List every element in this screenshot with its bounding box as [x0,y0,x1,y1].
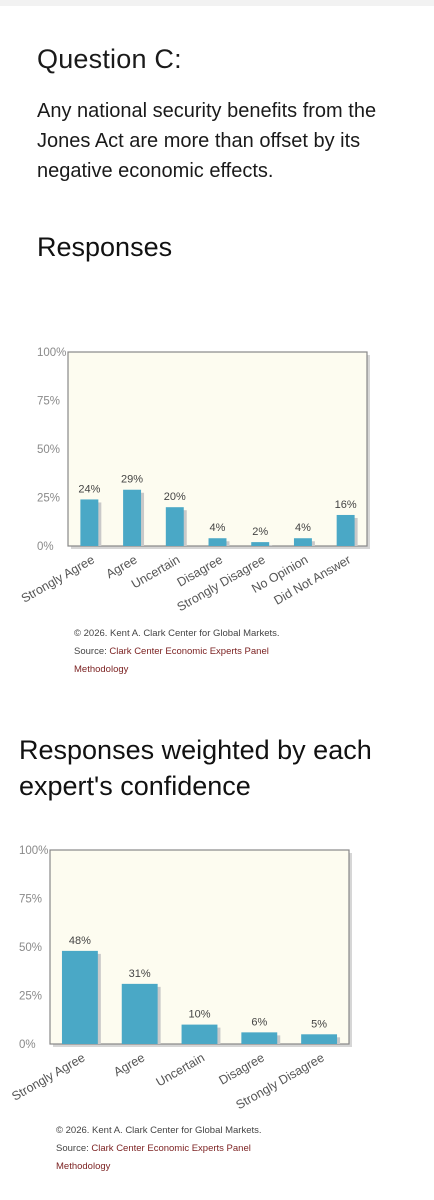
bar-value-label: 31% [129,968,151,980]
source-line: Source: Clark Center Economic Experts Pa… [56,1140,262,1158]
bar-value-label: 16% [335,499,357,511]
bar [208,538,227,546]
category-label: Uncertain [129,552,182,591]
question-title: Question C: [37,44,182,74]
responses-chart: 0%25%50%75%100%24%Strongly Agree29%Agree… [19,347,370,614]
source-link[interactable]: Clark Center Economic Experts Panel [109,646,269,657]
bar-value-label: 10% [188,1009,210,1021]
responses-title: Responses [37,232,173,262]
question-text: Any national security benefits from the … [37,100,377,182]
top-bar [0,0,434,6]
category-label: Strongly Agree [19,552,97,605]
methodology-link[interactable]: Methodology [74,664,129,675]
bar [80,499,99,546]
source-prefix: Source: [74,646,110,657]
source-line: Source: Clark Center Economic Experts Pa… [74,643,280,661]
bar [301,1034,338,1044]
bar-value-label: 48% [69,935,91,947]
bar [61,950,98,1044]
source-prefix: Source: [56,1143,92,1154]
category-label: Agree [111,1050,147,1079]
bar [293,538,312,546]
plot-area [67,351,368,547]
y-tick-label: 75% [37,396,60,408]
y-tick-label: 0% [19,1039,36,1051]
y-tick-label: 25% [19,991,42,1003]
copyright-text: © 2026. Kent A. Clark Center for Global … [56,1125,262,1136]
bar-value-label: 24% [78,483,100,495]
bar-value-label: 29% [121,474,143,486]
weighted-responses-chart: 0% 25% 50% 75% 100% 48% Strongly Agree 31% Agree… [9,845,352,1112]
y-tick-label: 100% [37,347,66,359]
chart1-footer: © 2026. Kent A. Clark Center for Global … [74,625,280,679]
bar [165,507,184,546]
y-tick-label: 25% [37,493,60,505]
bar-value-label: 5% [311,1018,327,1030]
bar-value-label: 4% [295,522,311,534]
bar [123,489,142,546]
bar-value-label: 4% [210,522,226,534]
y-tick-label: 75% [19,894,42,906]
bar [181,1024,218,1044]
bar [121,983,158,1044]
y-tick-label: 50% [19,942,42,954]
category-label: Disagree [216,1050,266,1087]
bar [336,514,355,546]
bar-value-label: 6% [251,1016,267,1028]
category-label: Uncertain [154,1050,207,1089]
category-label: Did Not Answer [272,552,354,607]
methodology-link[interactable]: Methodology [56,1161,111,1172]
source-link[interactable]: Clark Center Economic Experts Panel [91,1143,251,1154]
bar [251,542,270,546]
bar [241,1032,278,1044]
weighted-responses-title: Responses weighted by each expert's conf… [19,735,372,801]
chart2-footer: © 2026. Kent A. Clark Center for Global … [56,1122,262,1176]
category-label: Strongly Agree [9,1050,87,1103]
bar-value-label: 20% [164,491,186,503]
y-tick-label: 100% [19,845,48,857]
y-tick-label: 0% [37,541,54,553]
y-tick-label: 50% [37,444,60,456]
copyright-text: © 2026. Kent A. Clark Center for Global … [74,628,280,639]
bar-value-label: 2% [252,526,268,538]
